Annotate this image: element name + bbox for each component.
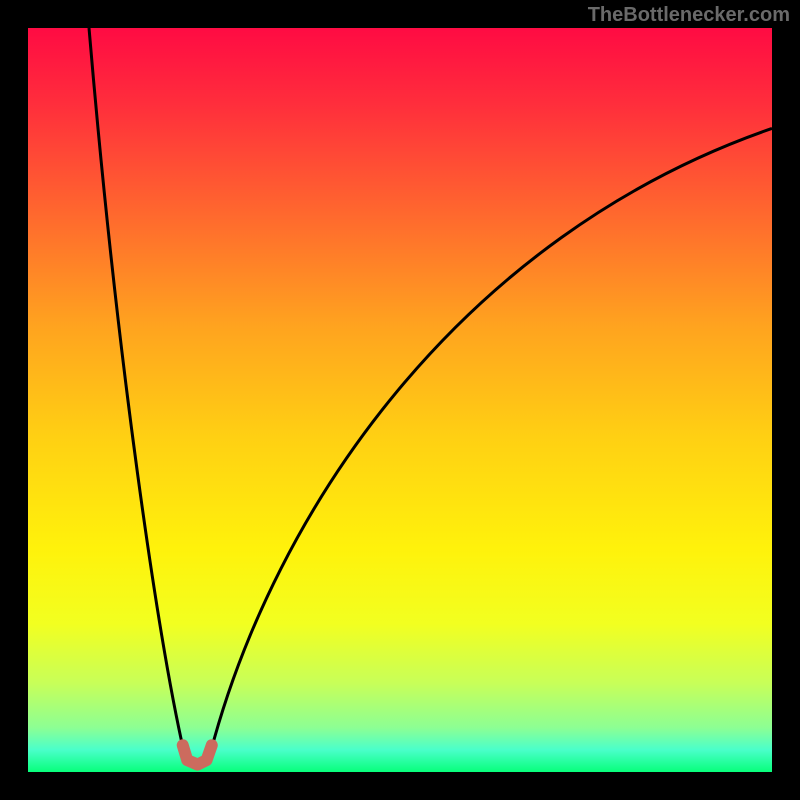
chart-svg	[28, 28, 772, 772]
watermark-text: TheBottlenecker.com	[588, 4, 790, 27]
chart-container: TheBottlenecker.com	[0, 0, 800, 800]
gradient-background	[28, 28, 772, 772]
plot-area	[28, 28, 772, 772]
